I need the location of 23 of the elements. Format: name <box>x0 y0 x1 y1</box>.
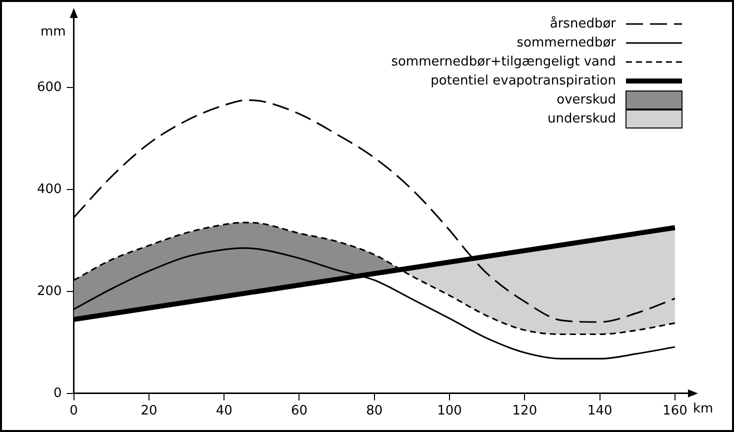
x-tick-label: 40 <box>216 404 232 419</box>
line-series <box>74 222 676 336</box>
line-series <box>74 247 676 360</box>
x-tick-label: 120 <box>512 404 538 419</box>
y-axis-title: mm <box>40 24 66 40</box>
x-tick-label: 160 <box>662 404 688 419</box>
y-tick-label: 400 <box>36 182 62 197</box>
legend-label: underskud <box>548 111 616 126</box>
y-tick-label: 600 <box>36 80 62 95</box>
x-tick-label: 80 <box>366 404 383 419</box>
x-tick-label: 100 <box>437 404 462 419</box>
x-tick-label: 60 <box>290 404 308 419</box>
legend-label: sommernedbør <box>516 35 617 50</box>
legend-label: sommernedbør+tilgængeligt vand <box>391 54 616 70</box>
legend-label: potentiel evapotranspiration <box>430 73 616 88</box>
x-tick-label: 0 <box>70 404 78 419</box>
x-tick-label: 20 <box>140 404 158 419</box>
x-tick-label: 140 <box>587 404 612 419</box>
legend-label: overskud <box>556 92 616 108</box>
y-tick-label: 200 <box>36 284 62 299</box>
legend-label: årsnedbør <box>550 15 617 32</box>
y-tick-label: 0 <box>54 386 62 401</box>
x-axis-title: km <box>692 401 714 416</box>
